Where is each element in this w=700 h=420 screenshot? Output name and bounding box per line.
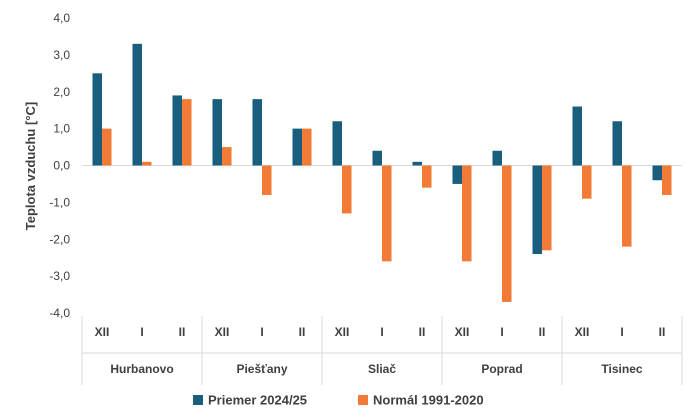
bar-normal — [662, 165, 672, 195]
y-tick-label: -1,0 — [49, 195, 70, 209]
bar-priemer — [492, 150, 502, 166]
station-label: Hurbanovo — [110, 362, 173, 376]
bar-priemer — [92, 73, 102, 166]
legend-label-priemer: Priemer 2024/25 — [208, 393, 307, 408]
y-tick-label: 1,0 — [53, 122, 70, 136]
month-label: XII — [335, 325, 350, 339]
legend-swatch-priemer — [193, 395, 203, 405]
month-label: XII — [575, 325, 590, 339]
bar-priemer — [212, 99, 222, 166]
bar-normal — [302, 128, 312, 166]
bars — [92, 43, 672, 302]
y-tick-label: -4,0 — [49, 306, 70, 320]
bar-priemer — [332, 121, 342, 166]
y-tick-label: 2,0 — [53, 85, 70, 99]
month-label: I — [500, 325, 503, 339]
station-label: Piešťany — [236, 362, 287, 376]
legend-swatch-normal — [358, 395, 368, 405]
bar-normal — [142, 161, 152, 166]
bar-priemer — [412, 161, 422, 166]
y-tick-label: -2,0 — [49, 232, 70, 246]
bar-normal — [102, 128, 112, 166]
bar-priemer — [372, 150, 382, 166]
bar-normal — [222, 147, 232, 166]
month-label: XII — [95, 325, 110, 339]
y-tick-label: 4,0 — [53, 11, 70, 25]
legend: Priemer 2024/25 Normál 1991-2020 — [193, 393, 484, 408]
legend-label-normal: Normál 1991-2020 — [373, 393, 484, 408]
month-label: I — [620, 325, 623, 339]
month-label: I — [140, 325, 143, 339]
bar-normal — [342, 165, 352, 214]
month-label: II — [539, 325, 546, 339]
bar-priemer — [652, 165, 662, 181]
month-label: II — [179, 325, 186, 339]
month-label: II — [659, 325, 666, 339]
month-label: XII — [215, 325, 230, 339]
y-tick-label: 0,0 — [53, 159, 70, 173]
bar-priemer — [252, 99, 262, 166]
bar-normal — [622, 165, 632, 247]
bar-normal — [422, 165, 432, 188]
bar-normal — [502, 165, 512, 302]
station-label: Tisinec — [601, 362, 642, 376]
y-axis-label: Teplota vzduchu [°C] — [23, 102, 38, 230]
bar-priemer — [132, 43, 142, 166]
month-label: I — [260, 325, 263, 339]
y-tick-label: 3,0 — [53, 48, 70, 62]
bar-normal — [582, 165, 592, 199]
bar-normal — [542, 165, 552, 251]
station-label: Poprad — [481, 362, 522, 376]
bar-normal — [462, 165, 472, 262]
month-label: II — [419, 325, 426, 339]
month-label: XII — [455, 325, 470, 339]
bar-normal — [262, 165, 272, 195]
bar-priemer — [612, 121, 622, 166]
bar-normal — [182, 99, 192, 166]
bar-priemer — [172, 95, 182, 166]
bar-priemer — [572, 106, 582, 166]
month-label: I — [380, 325, 383, 339]
bar-normal — [382, 165, 392, 262]
bar-priemer — [532, 165, 542, 254]
month-label: II — [299, 325, 306, 339]
bar-priemer — [292, 128, 302, 166]
bar-priemer — [452, 165, 462, 184]
station-label: Sliač — [368, 362, 396, 376]
y-tick-label: -3,0 — [49, 269, 70, 283]
